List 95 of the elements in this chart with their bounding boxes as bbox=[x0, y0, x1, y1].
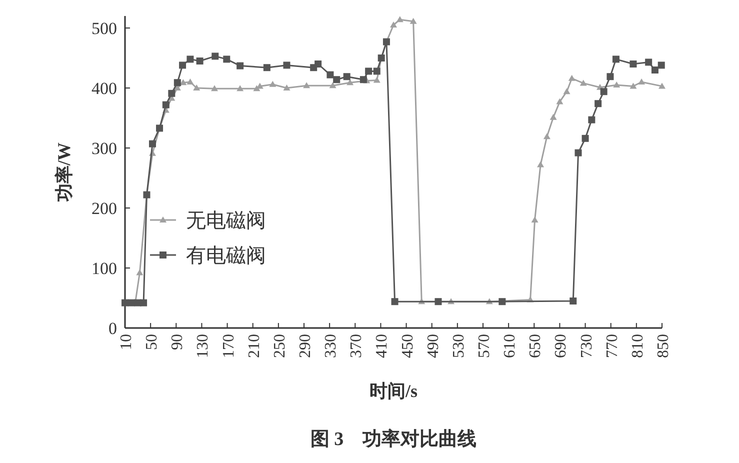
point bbox=[174, 79, 181, 86]
x-tick-label: 530 bbox=[450, 334, 468, 358]
point bbox=[498, 298, 506, 306]
point bbox=[283, 62, 290, 69]
point bbox=[180, 79, 187, 86]
point bbox=[658, 62, 665, 69]
point bbox=[391, 298, 398, 306]
point bbox=[613, 82, 620, 88]
point bbox=[410, 18, 417, 24]
point bbox=[556, 98, 564, 104]
point bbox=[333, 76, 340, 84]
point bbox=[212, 52, 219, 60]
x-tick-label: 650 bbox=[527, 334, 544, 358]
point bbox=[148, 140, 156, 148]
y-tick-label: 400 bbox=[92, 79, 117, 98]
point bbox=[563, 88, 570, 94]
y-axis-title: 功率/W bbox=[54, 142, 74, 203]
point bbox=[360, 76, 367, 84]
point bbox=[580, 80, 587, 86]
x-tick-label: 210 bbox=[246, 334, 263, 358]
x-tick-label: 850 bbox=[655, 334, 672, 358]
y-tick-label: 0 bbox=[108, 319, 117, 338]
point bbox=[651, 66, 658, 74]
point bbox=[612, 56, 620, 63]
x-tick-label: 130 bbox=[194, 334, 212, 358]
point bbox=[606, 73, 614, 80]
point bbox=[211, 85, 218, 92]
x-tick-label: 290 bbox=[297, 334, 314, 358]
point bbox=[326, 71, 334, 78]
point bbox=[136, 269, 144, 276]
x-tick-label: 410 bbox=[374, 334, 391, 358]
x-tick-label: 570 bbox=[476, 334, 493, 358]
y-tick-label: 300 bbox=[92, 139, 117, 158]
point bbox=[537, 161, 544, 168]
point bbox=[283, 84, 290, 90]
point bbox=[196, 58, 204, 64]
point bbox=[645, 58, 652, 66]
x-tick-label: 10 bbox=[118, 334, 135, 350]
point bbox=[600, 88, 608, 96]
point bbox=[550, 114, 557, 120]
point bbox=[236, 85, 244, 92]
text: 图 3 功率对比曲线 bbox=[310, 428, 477, 450]
point bbox=[186, 78, 194, 84]
point bbox=[373, 68, 380, 75]
point bbox=[630, 60, 637, 68]
point bbox=[179, 62, 186, 69]
point bbox=[269, 80, 276, 87]
x-tick-label: 770 bbox=[604, 334, 621, 358]
x-tick-label: 810 bbox=[629, 334, 646, 358]
x-tick-label: 690 bbox=[552, 334, 570, 358]
point bbox=[365, 68, 372, 75]
point bbox=[314, 60, 322, 68]
y-tick-label: 100 bbox=[92, 259, 117, 278]
x-tick-label: 730 bbox=[578, 334, 596, 358]
point bbox=[390, 22, 397, 28]
point bbox=[630, 82, 637, 89]
point bbox=[168, 90, 176, 97]
point bbox=[193, 84, 200, 90]
point bbox=[263, 64, 270, 72]
x-tick-label: 50 bbox=[144, 334, 161, 350]
point bbox=[582, 134, 589, 142]
x-tick-label: 370 bbox=[348, 334, 366, 358]
point bbox=[531, 216, 538, 222]
x-tick-label: 490 bbox=[424, 334, 442, 358]
x-tick-label: 610 bbox=[502, 334, 519, 358]
legend-label: 有电磁阀 bbox=[186, 245, 266, 267]
point bbox=[658, 82, 666, 89]
point bbox=[396, 16, 404, 22]
x-tick-label: 450 bbox=[399, 334, 416, 358]
point bbox=[303, 82, 310, 88]
x-tick-label: 90 bbox=[169, 334, 186, 350]
point bbox=[570, 298, 577, 304]
point bbox=[223, 56, 230, 63]
x-tick-label: 170 bbox=[220, 334, 238, 358]
x-axis-title: 时间/s bbox=[369, 381, 418, 401]
point bbox=[594, 100, 602, 108]
y-tick-label: 200 bbox=[92, 199, 117, 218]
point bbox=[346, 79, 354, 86]
point bbox=[236, 62, 244, 70]
x-tick-label: 250 bbox=[271, 334, 288, 358]
point bbox=[186, 56, 194, 63]
y-tick-label: 500 bbox=[92, 19, 117, 38]
point bbox=[140, 299, 148, 306]
point bbox=[343, 73, 350, 80]
point bbox=[588, 116, 596, 124]
x-tick-label: 330 bbox=[322, 334, 340, 358]
point bbox=[568, 74, 576, 81]
point bbox=[574, 149, 582, 156]
point bbox=[543, 133, 550, 140]
point bbox=[373, 76, 380, 83]
point bbox=[329, 82, 336, 88]
point bbox=[638, 78, 646, 84]
legend-label: 无电磁阀 bbox=[186, 210, 266, 232]
point bbox=[162, 101, 170, 108]
point bbox=[434, 298, 442, 306]
